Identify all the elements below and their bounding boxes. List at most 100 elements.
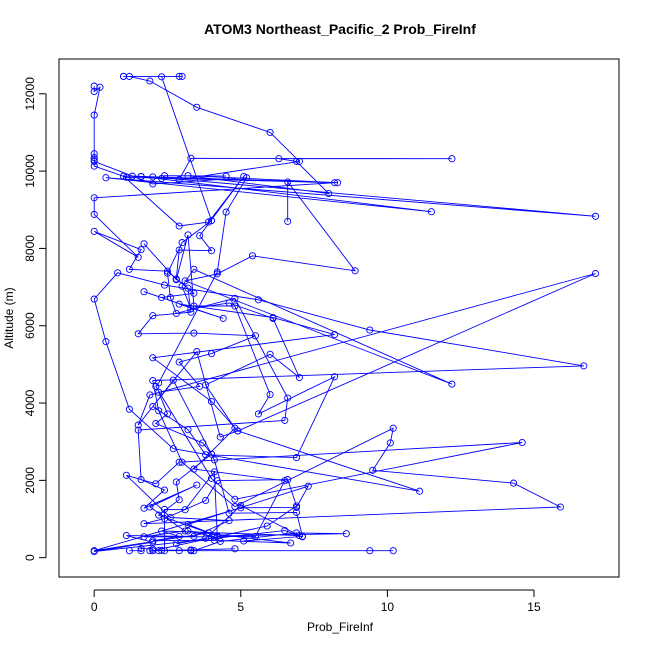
data-point <box>325 189 333 198</box>
data-point <box>266 350 274 358</box>
data-point <box>580 362 588 370</box>
data-point <box>134 330 142 338</box>
data-point <box>284 394 292 402</box>
data-point <box>134 253 142 261</box>
chart-title: ATOM3 Northeast_Pacific_2 Prob_FireInf <box>204 21 476 37</box>
data-point <box>166 293 174 302</box>
data-point <box>281 477 289 485</box>
data-point <box>351 267 359 275</box>
data-point <box>181 506 189 514</box>
data-point <box>254 410 262 418</box>
data-point <box>225 299 233 307</box>
data-point <box>190 532 198 540</box>
data-point <box>225 509 233 517</box>
data-point <box>231 495 239 503</box>
data-point <box>193 481 201 489</box>
data-point <box>149 180 157 188</box>
data-point <box>207 397 216 406</box>
data-point <box>237 501 245 510</box>
data-point <box>240 537 248 545</box>
data-point <box>333 179 342 187</box>
data-point <box>172 540 180 548</box>
data-point <box>152 419 160 428</box>
data-point <box>125 72 133 80</box>
data-point <box>295 373 303 382</box>
y-axis: 0 2000 4000 6000 8000 10000 12000 <box>23 77 47 561</box>
data-point <box>158 527 166 535</box>
x-axis: 0 5 10 15 <box>91 589 541 614</box>
data-point <box>90 157 98 165</box>
data-point <box>90 154 98 162</box>
data-point <box>281 527 289 535</box>
data-point <box>331 373 339 381</box>
x-tick-label: 15 <box>527 600 541 614</box>
data-point <box>213 270 221 278</box>
data-point <box>196 232 204 240</box>
data-point <box>178 239 186 247</box>
data-point <box>178 72 186 80</box>
data-point <box>175 458 183 466</box>
marker-layer <box>90 72 600 556</box>
data-point <box>140 240 148 248</box>
data-point <box>207 217 216 225</box>
data-point <box>146 503 154 511</box>
data-point <box>509 479 518 487</box>
data-point <box>160 547 169 555</box>
data-point <box>284 178 292 186</box>
x-tick-label: 5 <box>237 600 244 614</box>
data-point <box>122 471 130 479</box>
data-point <box>190 265 198 273</box>
data-point <box>163 267 172 275</box>
data-point <box>163 269 172 277</box>
data-point <box>304 482 312 490</box>
data-point <box>281 416 289 424</box>
data-point <box>204 529 213 537</box>
data-point <box>386 439 394 447</box>
data-point <box>149 402 157 411</box>
data-point <box>207 350 216 358</box>
data-point <box>187 546 195 554</box>
data-point <box>193 348 201 356</box>
data-point <box>122 532 130 540</box>
data-point <box>210 456 218 464</box>
data-point <box>149 312 157 320</box>
data-point <box>251 332 259 340</box>
data-point <box>342 530 350 538</box>
data-point <box>254 296 262 304</box>
y-tick-label: 2000 <box>23 467 37 494</box>
data-point <box>202 496 210 505</box>
data-point <box>140 288 148 296</box>
data-point <box>231 302 239 310</box>
data-point <box>169 376 177 384</box>
data-point <box>184 231 192 239</box>
data-point <box>181 527 189 535</box>
data-point <box>263 522 271 530</box>
data-point <box>416 487 424 495</box>
data-point <box>149 538 157 546</box>
data-point <box>287 539 295 547</box>
data-point <box>178 458 186 466</box>
data-point <box>207 474 216 482</box>
data-point <box>266 128 274 136</box>
data-point <box>181 277 189 285</box>
data-point <box>90 547 98 556</box>
y-tick-label: 12000 <box>23 77 37 111</box>
data-point <box>155 407 163 415</box>
data-point <box>102 174 110 182</box>
data-point <box>149 354 157 362</box>
data-point <box>152 480 160 488</box>
data-point <box>366 326 374 334</box>
data-point <box>137 246 145 254</box>
plot-frame <box>58 58 620 578</box>
data-point <box>137 476 145 484</box>
data-point <box>269 314 277 322</box>
data-point <box>158 73 166 81</box>
data-point <box>184 172 192 180</box>
data-point <box>292 454 301 462</box>
data-point <box>210 468 218 476</box>
data-point <box>155 388 163 396</box>
data-point <box>448 380 456 388</box>
data-point <box>213 268 221 276</box>
data-point <box>158 293 166 302</box>
data-point <box>137 172 145 181</box>
